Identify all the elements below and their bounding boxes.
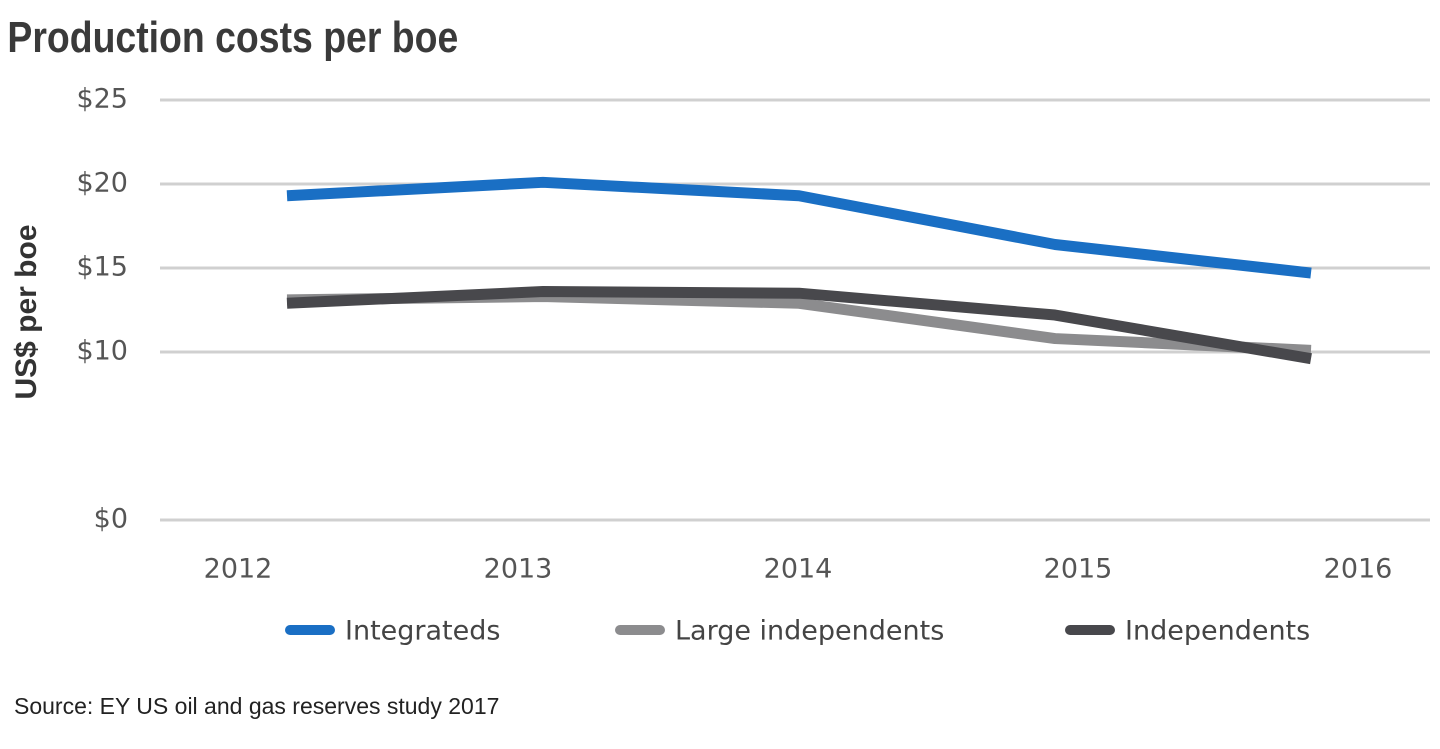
y-tick-label: $20 bbox=[76, 168, 128, 199]
series-line bbox=[286, 286, 1312, 365]
chart-title: Production costs per boe bbox=[7, 12, 458, 62]
source-note: Source: EY US oil and gas reserves study… bbox=[14, 693, 499, 719]
y-axis-label: US$ per boe bbox=[10, 224, 43, 399]
legend-label: Integrateds bbox=[345, 616, 500, 647]
x-tick-label: 2016 bbox=[1324, 554, 1393, 585]
x-tick-label: 2013 bbox=[484, 554, 553, 585]
y-tick-label: $0 bbox=[94, 504, 128, 535]
x-tick-label: 2012 bbox=[204, 554, 273, 585]
legend-label: Large independents bbox=[675, 616, 944, 647]
y-tick-label: $10 bbox=[76, 336, 128, 367]
series-line bbox=[286, 291, 1312, 356]
legend-label: Independents bbox=[1125, 616, 1310, 647]
y-tick-label: $25 bbox=[76, 84, 128, 115]
y-tick-label: $15 bbox=[76, 252, 128, 283]
series-line bbox=[286, 176, 1312, 279]
x-tick-label: 2015 bbox=[1044, 554, 1113, 585]
x-tick-label: 2014 bbox=[764, 554, 833, 585]
